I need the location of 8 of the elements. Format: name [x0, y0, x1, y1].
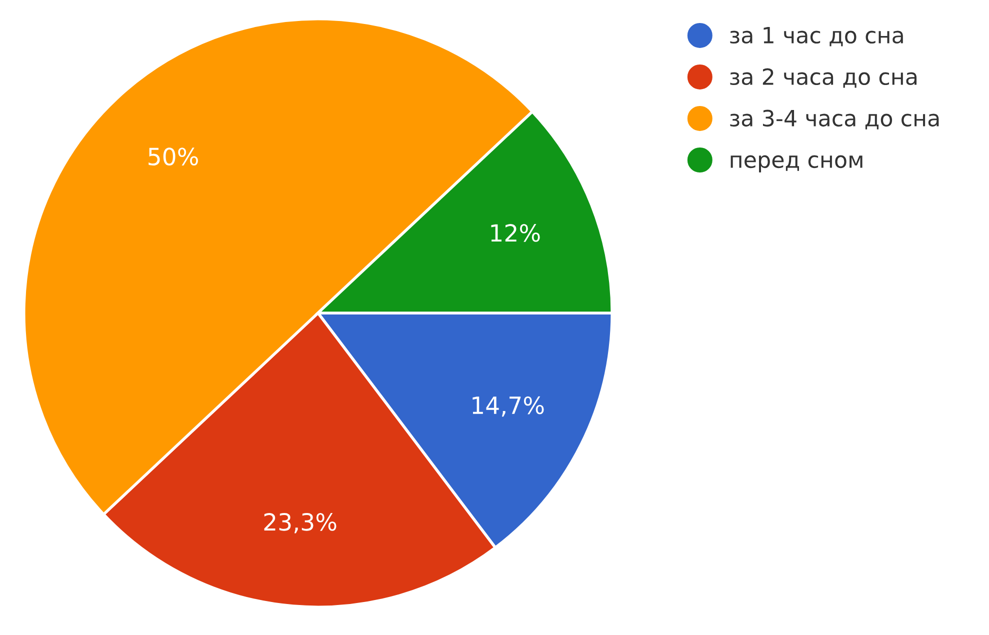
legend-label: за 2 часа до сна: [730, 68, 917, 88]
legend-label: за 1 час до сна: [730, 27, 903, 46]
legend-label: за 3-4 часа до сна: [730, 110, 939, 130]
legend-label: перед сном: [730, 155, 862, 172]
data-label: 12%: [491, 224, 540, 242]
data-label: 23,3%: [264, 512, 336, 534]
data-label: 14,7%: [472, 396, 544, 417]
data-label: 50%: [148, 148, 198, 166]
